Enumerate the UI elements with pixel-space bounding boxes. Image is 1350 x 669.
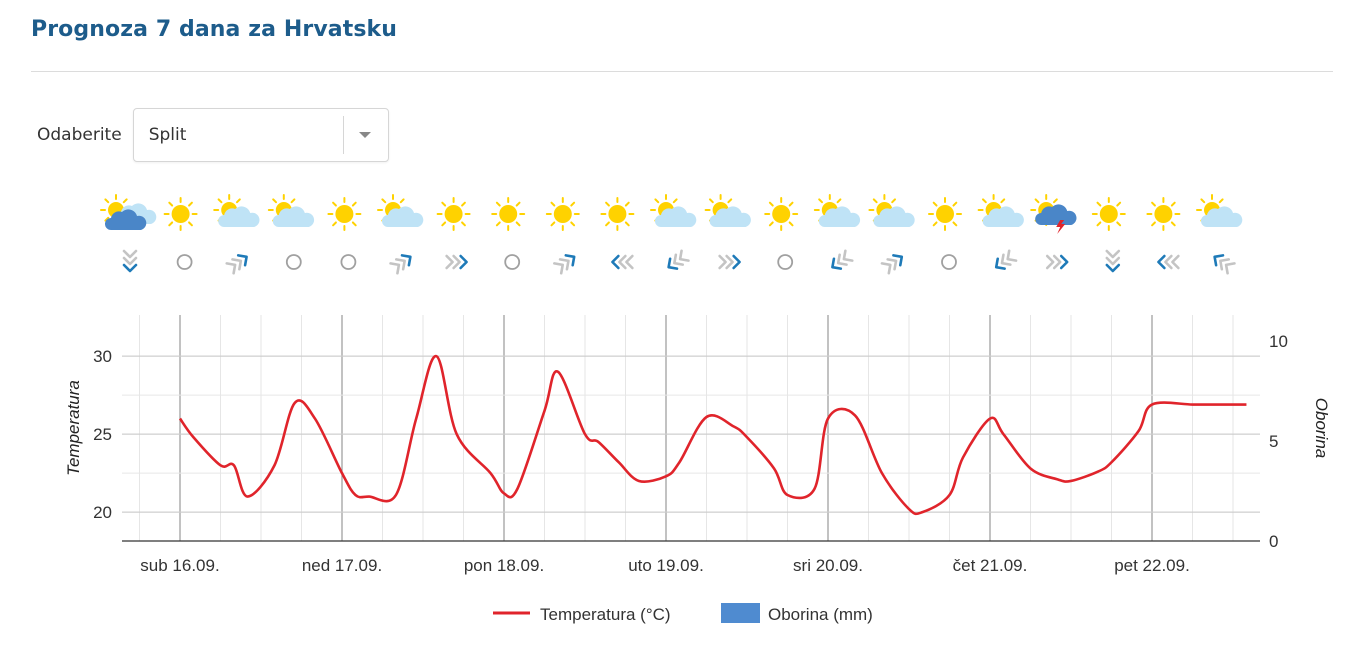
sun-icon: [600, 197, 635, 231]
sun-icon: [436, 197, 471, 231]
x-tick-label: čet 21.09.: [953, 556, 1028, 575]
city-select-value: Split: [148, 125, 187, 145]
wind-down-left-icon: [994, 249, 1018, 270]
x-tick-label: pet 22.09.: [1114, 556, 1190, 575]
y-right-axis-title: Oborina: [1312, 398, 1331, 458]
calm-icon: [941, 254, 957, 270]
select-divider: [342, 116, 344, 154]
calm-icon: [777, 254, 794, 270]
sun-icon: [491, 197, 526, 231]
sun-cloud-icon: [650, 194, 697, 227]
wind-up-left-icon: [1213, 254, 1236, 275]
temperature-series-line: [178, 354, 1247, 516]
wind-left-icon: [611, 254, 634, 270]
legend-temperature-label: Temperatura (°C): [540, 605, 671, 624]
x-tick-label: pon 18.09.: [464, 556, 544, 575]
sun-thunderstorm-icon: [1030, 194, 1077, 234]
wind-down-left-icon: [831, 249, 854, 270]
calm-icon: [176, 254, 193, 270]
y-left-axis-title: Temperatura: [64, 380, 83, 476]
sun-cloud-icon: [377, 194, 424, 227]
sun-icon: [327, 197, 362, 231]
chart-axes: sub 16.09. ned 17.09. pon 18.09. uto 19.09.…: [64, 332, 1331, 575]
y-right-tick-label: 5: [1269, 432, 1278, 451]
wind-up-right-icon: [225, 254, 248, 275]
calm-icon: [504, 254, 521, 270]
sun-cloud-icon: [868, 194, 915, 227]
chart-legend: Temperatura (°C) Oborina (mm): [493, 603, 873, 624]
y-left-tick-label: 30: [93, 347, 112, 366]
sun-cloud-icon: [267, 194, 315, 227]
sun-icon: [764, 197, 799, 231]
sun-cloud-rain-icon: [100, 194, 157, 230]
sun-icon: [163, 197, 198, 231]
y-left-tick-label: 25: [93, 425, 112, 444]
y-right-tick-label: 0: [1269, 532, 1278, 551]
weather-icons-row: [100, 194, 1243, 234]
page-title: Prognoza 7 dana za Hrvatsku: [31, 17, 398, 42]
x-tick-label: sub 16.09.: [140, 556, 219, 575]
wind-up-right-icon: [880, 254, 904, 275]
city-select[interactable]: Split: [132, 108, 389, 162]
x-tick-label: uto 19.09.: [628, 556, 704, 575]
wind-up-right-icon: [389, 254, 412, 275]
legend-precipitation-label: Oborina (mm): [768, 605, 873, 624]
x-tick-label: sri 20.09.: [793, 556, 863, 575]
wind-right-icon: [718, 254, 741, 270]
wind-right-icon: [445, 254, 468, 270]
sun-cloud-icon: [704, 194, 751, 227]
wind-right-icon: [1045, 254, 1069, 270]
calm-icon: [340, 254, 357, 270]
wind-up-right-icon: [553, 254, 576, 275]
sun-icon: [928, 197, 962, 231]
wind-left-icon: [1157, 254, 1180, 270]
sun-icon: [1091, 197, 1126, 231]
sun-cloud-icon: [813, 194, 861, 227]
wind-down-left-icon: [667, 249, 690, 270]
title-divider: [31, 71, 1333, 72]
chart-grid: [122, 315, 1260, 541]
wind-down-icon: [122, 249, 138, 273]
wind-icons-row: [122, 249, 1236, 275]
sun-cloud-icon: [213, 194, 260, 227]
y-right-tick-label: 10: [1269, 332, 1288, 351]
legend-precipitation-swatch: [721, 603, 760, 623]
calm-icon: [285, 254, 302, 270]
sun-cloud-icon: [977, 194, 1024, 227]
sun-cloud-icon: [1196, 194, 1243, 227]
sun-icon: [545, 197, 580, 231]
city-selector-label: Odaberite: [37, 125, 122, 145]
wind-down-icon: [1105, 249, 1121, 273]
chevron-down-icon[interactable]: [358, 132, 371, 138]
city-selector-row: Odaberite Split: [37, 108, 389, 162]
forecast-chart: sub 16.09. ned 17.09. pon 18.09. uto 19.09.…: [64, 194, 1331, 624]
x-tick-label: ned 17.09.: [302, 556, 382, 575]
sun-icon: [1146, 197, 1181, 231]
chart-series: [178, 354, 1247, 516]
y-left-tick-label: 20: [93, 503, 112, 522]
